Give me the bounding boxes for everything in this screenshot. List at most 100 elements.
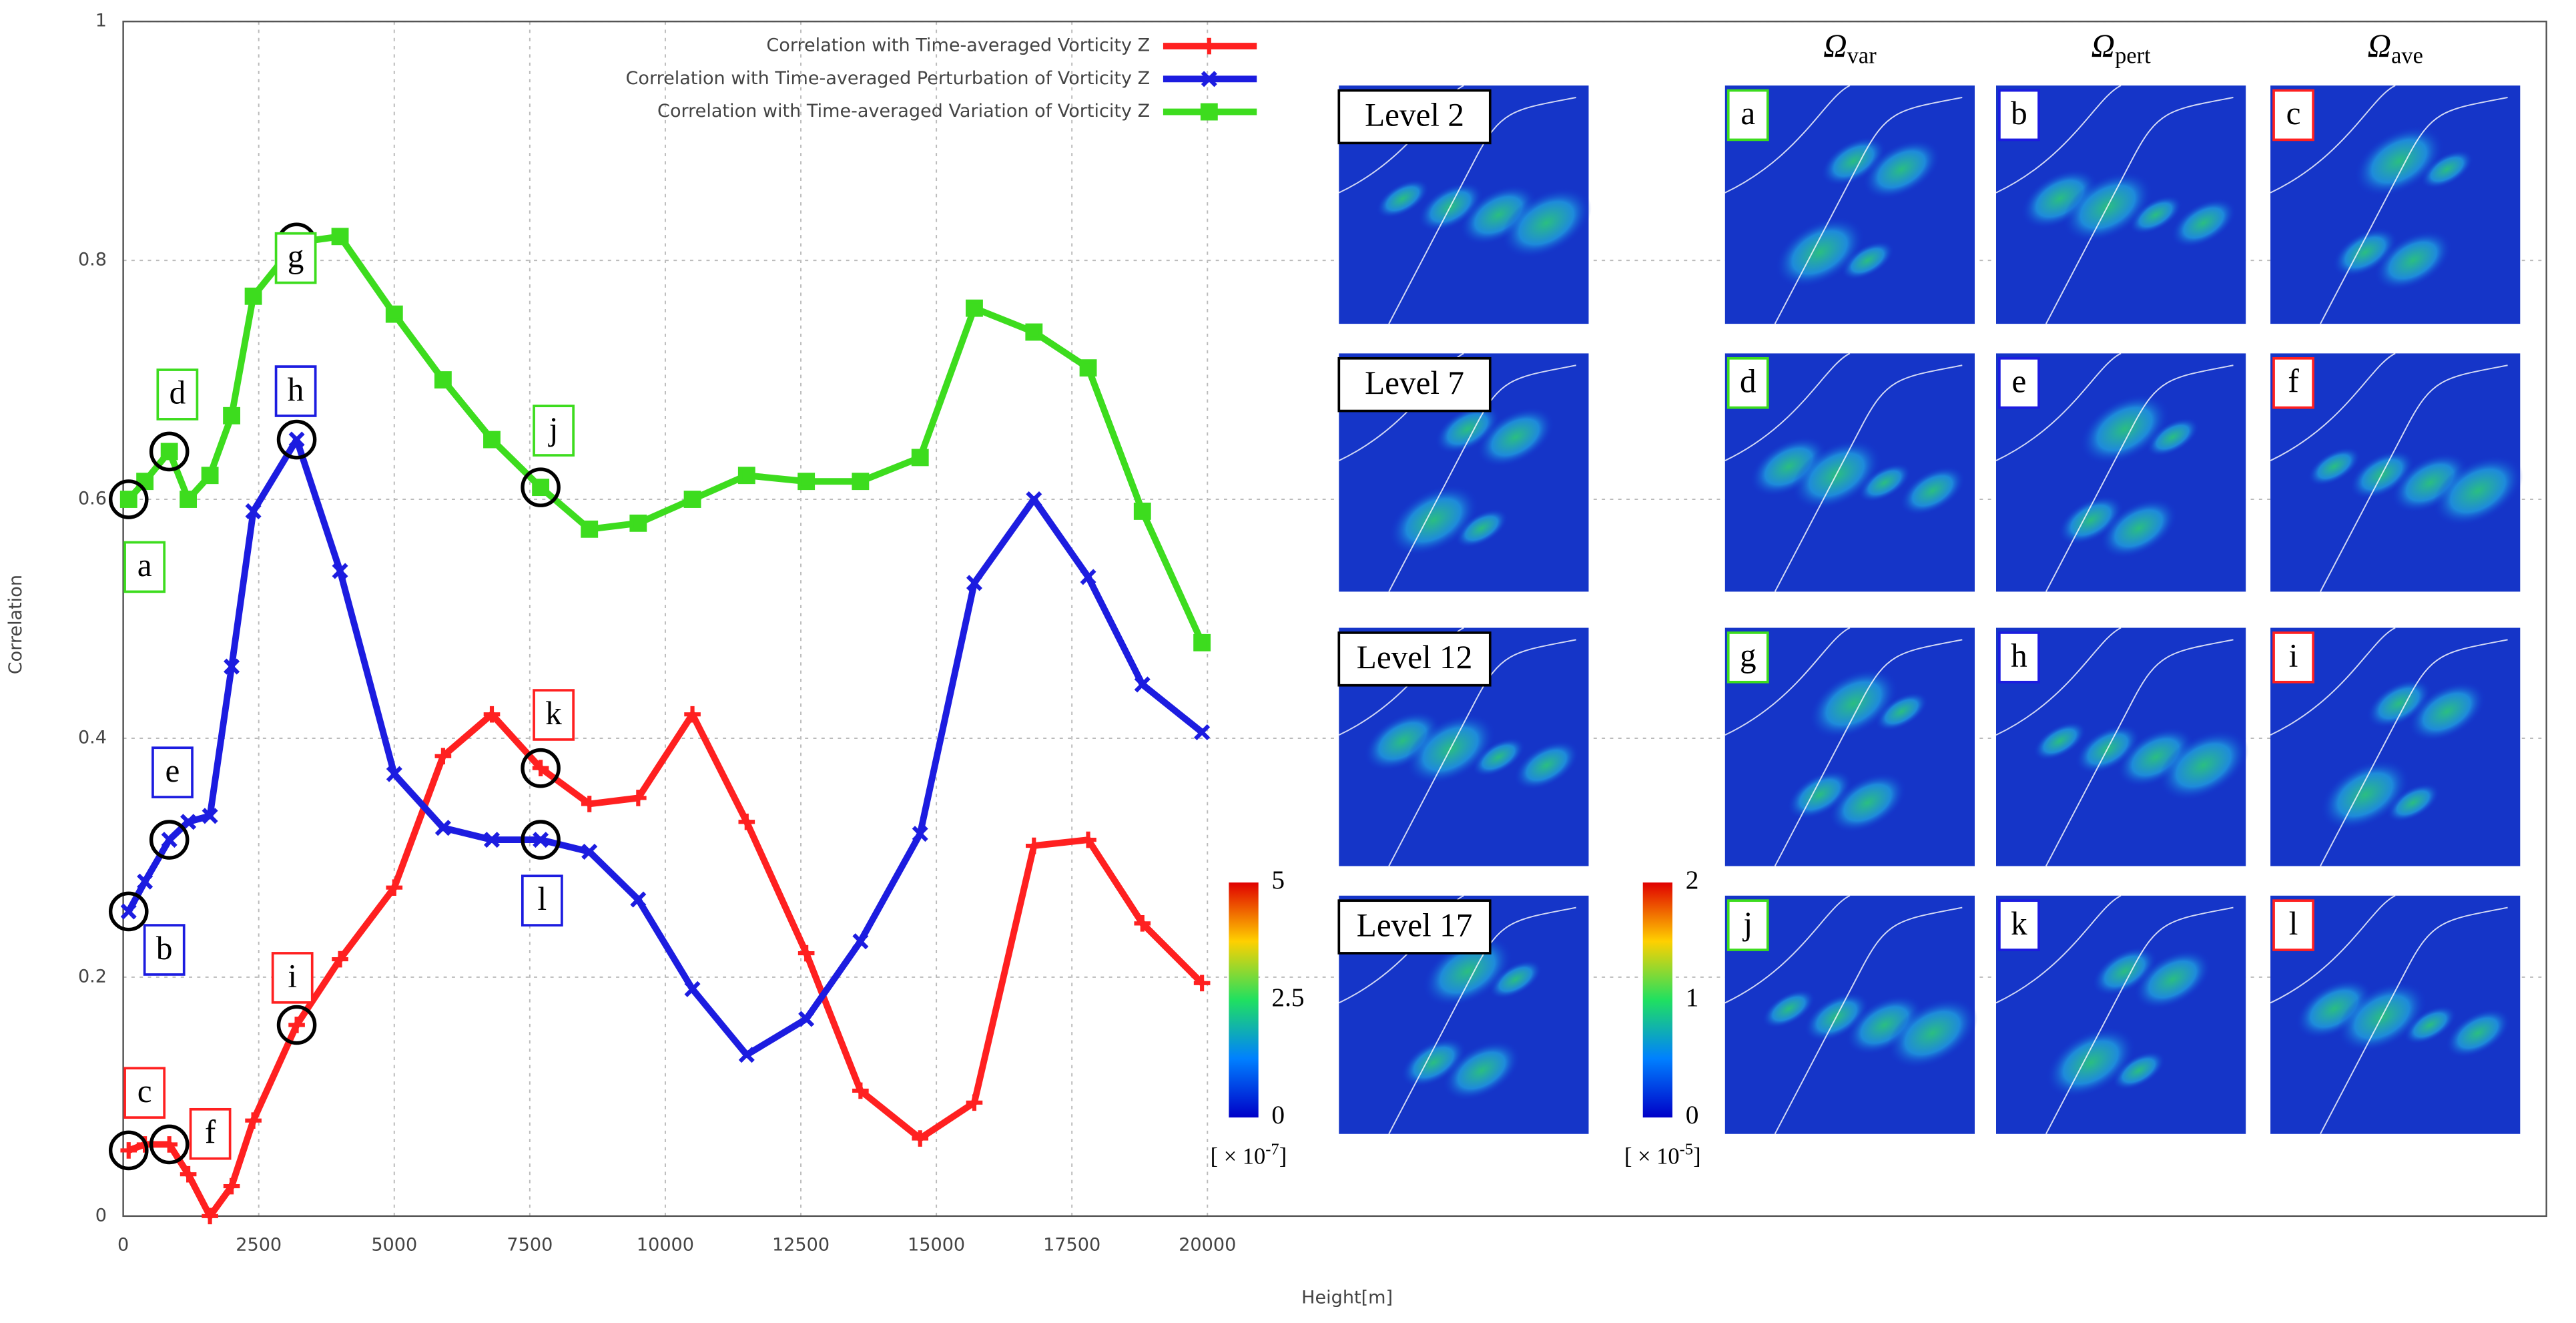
annotation-box <box>533 689 575 741</box>
coastline <box>1724 352 1963 592</box>
x-tick-label: 12500 <box>772 1235 830 1256</box>
marker <box>180 814 197 830</box>
map-feature <box>1762 989 1816 1029</box>
marker <box>1193 633 1211 651</box>
unit-base: [ × 10 <box>1624 1144 1680 1169</box>
marker <box>1134 676 1151 693</box>
row-label: Level 12 <box>1357 639 1473 676</box>
coastline <box>1995 894 2234 1135</box>
marker <box>852 473 870 491</box>
map-feature <box>1501 187 1592 259</box>
marker <box>160 443 178 461</box>
y-tick-label: 0.6 <box>78 489 107 509</box>
colorbar-unit: [ × 10-5] <box>1624 1140 1701 1169</box>
annotation-circle <box>149 820 190 860</box>
panel-letter: a <box>1740 95 1755 131</box>
marker <box>797 945 815 962</box>
annotation-box <box>271 952 314 1004</box>
marker <box>332 951 348 968</box>
row-label-box <box>1337 631 1492 687</box>
coastline <box>1724 85 1963 324</box>
map-feature <box>1862 139 1941 200</box>
map-feature <box>1388 485 1479 556</box>
map-feature <box>1858 463 1911 503</box>
map-feature <box>1472 737 1526 777</box>
coastline <box>2270 894 2508 1135</box>
map-feature <box>1375 179 1429 218</box>
map-feature <box>2146 417 2200 457</box>
map-feature <box>2354 125 2445 197</box>
marker <box>180 1165 197 1183</box>
map-feature <box>2420 150 2474 189</box>
annotation-circle <box>108 479 149 519</box>
marker <box>434 748 452 765</box>
map-feature <box>1875 692 1929 732</box>
map-feature <box>2129 195 2183 235</box>
map-feature <box>2433 455 2523 527</box>
panel-letter: h <box>2011 637 2027 674</box>
map-feature <box>2170 198 2237 248</box>
colorbar-tick-label: 2 <box>1686 865 1699 894</box>
x-tick-label: 5000 <box>371 1235 417 1256</box>
subscript: pert <box>2115 43 2151 68</box>
annotation-label: k <box>545 695 562 732</box>
annotation-circle <box>521 467 561 507</box>
map-feature <box>1476 407 1555 468</box>
map-feature <box>1442 1040 1521 1101</box>
marker <box>684 981 701 997</box>
map-feature <box>1808 668 1899 740</box>
map-feature <box>1488 960 1542 999</box>
marker <box>1026 491 1042 508</box>
annotation-label: d <box>170 374 186 411</box>
marker <box>797 473 816 491</box>
marker <box>1133 502 1151 520</box>
panel-letter-box <box>1998 89 2040 142</box>
marker <box>434 820 451 836</box>
marker <box>1026 837 1042 854</box>
legend-label: Correlation with Time-averaged Variation… <box>657 101 1150 121</box>
panel-letter-box <box>1726 899 1769 951</box>
annotation-box <box>533 405 575 457</box>
coastline <box>1724 894 1963 1135</box>
annotation-box <box>156 368 199 421</box>
marker <box>630 790 647 806</box>
y-axis-label: Correlation <box>5 575 26 674</box>
marker <box>852 1082 869 1099</box>
annotation-label: l <box>538 880 547 917</box>
panel-letter: k <box>2011 905 2027 942</box>
plot-frame <box>122 20 2547 1218</box>
marker <box>911 449 929 467</box>
marker <box>120 1142 137 1159</box>
marker <box>581 843 598 860</box>
colorbar-tick-label: 0 <box>1686 1100 1699 1129</box>
unit-exp: -5 <box>1680 1140 1694 1158</box>
x-tick-label: 17500 <box>1043 1235 1100 1256</box>
colorbar-tick-label: 0 <box>1271 1100 1285 1129</box>
panel-letter-box <box>1726 631 1769 684</box>
marker <box>385 305 403 323</box>
x-axis-label: Height[m] <box>1301 1287 1393 1308</box>
map-feature <box>1829 772 1907 833</box>
annotation-label: a <box>137 547 152 583</box>
marker <box>434 371 452 388</box>
annotation-circle <box>149 1124 190 1165</box>
marker <box>119 491 137 508</box>
annotation-box <box>521 874 563 927</box>
map-feature <box>2445 1008 2511 1058</box>
map-feature <box>1514 740 1580 790</box>
marker <box>852 933 869 950</box>
marker <box>1080 831 1096 848</box>
panel-letter-box <box>2272 89 2314 142</box>
marker <box>912 1130 929 1147</box>
marker <box>202 1208 218 1225</box>
map-feature <box>2307 447 2361 487</box>
panel-letter: d <box>1740 362 1756 399</box>
marker <box>288 1017 305 1033</box>
marker <box>533 832 549 848</box>
marker <box>532 479 550 497</box>
marker <box>224 658 240 675</box>
panel-letter: b <box>2011 95 2027 131</box>
marker <box>161 832 178 848</box>
column-header: Ωvar <box>1823 27 1877 68</box>
legend-marker <box>1201 37 1218 55</box>
